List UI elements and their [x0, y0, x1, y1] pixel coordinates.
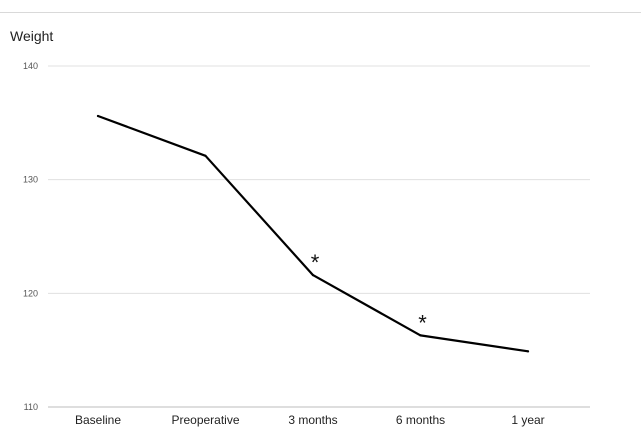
y-tick-labels: 110 120 130 140 — [23, 61, 38, 412]
significance-asterisk: * — [311, 250, 320, 275]
data-point — [419, 334, 422, 337]
x-tick-label: 3 months — [288, 413, 337, 427]
y-tick-label: 140 — [23, 61, 38, 71]
series-line-0 — [96, 114, 530, 353]
data-point — [204, 154, 207, 157]
x-tick-label: Baseline — [75, 413, 121, 427]
series-layer — [96, 114, 530, 353]
annotation-layer: ** — [311, 250, 428, 335]
x-tick-label: 6 months — [396, 413, 445, 427]
y-tick-label: 110 — [24, 402, 38, 412]
chart-title: Weight — [10, 28, 54, 44]
x-tick-labels: Baseline Preoperative 3 months 6 months 1 ye… — [75, 413, 545, 427]
data-point — [311, 274, 315, 277]
gridlines — [48, 65, 590, 408]
data-point — [96, 114, 100, 118]
x-tick-label: Preoperative — [171, 413, 239, 427]
y-tick-label: 120 — [23, 288, 38, 298]
significance-asterisk: * — [418, 310, 427, 335]
y-tick-label: 130 — [23, 175, 38, 185]
data-point — [526, 350, 530, 353]
top-divider — [0, 12, 641, 13]
x-tick-label: 1 year — [511, 413, 544, 427]
